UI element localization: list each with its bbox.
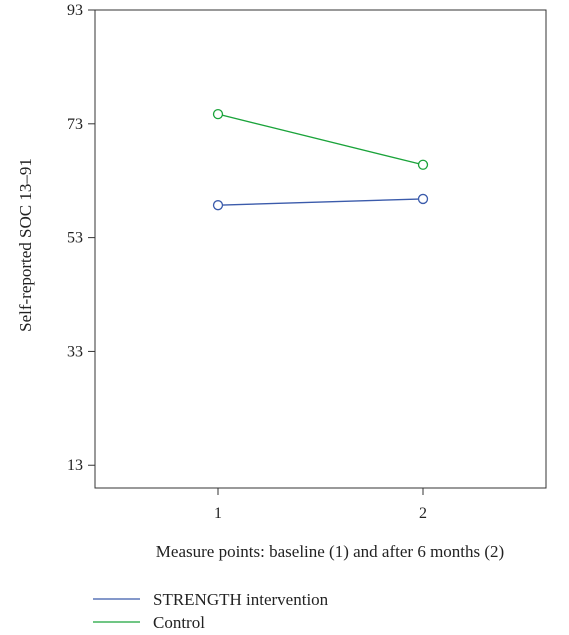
data-point-1-0 bbox=[212, 108, 224, 120]
y-axis-label: Self-reported SOC 13–91 bbox=[16, 158, 35, 332]
y-tick-label: 33 bbox=[67, 343, 83, 360]
series-line-1 bbox=[217, 113, 424, 166]
y-axis: 13 33 53 73 93 bbox=[67, 2, 95, 474]
series-layer bbox=[212, 108, 429, 211]
series-line-0 bbox=[217, 198, 424, 206]
x-axis-label: Measure points: baseline (1) and after 6… bbox=[156, 542, 504, 561]
x-tick-label: 1 bbox=[214, 505, 222, 522]
legend-label-0: STRENGTH intervention bbox=[153, 590, 329, 609]
data-point-1-1 bbox=[417, 159, 429, 170]
y-tick-label: 13 bbox=[67, 457, 83, 474]
y-tick-label: 93 bbox=[67, 2, 83, 19]
y-tick-label: 73 bbox=[67, 116, 83, 133]
data-point-0-1 bbox=[417, 193, 429, 205]
x-tick-label: 2 bbox=[419, 505, 427, 522]
plot-frame bbox=[94, 9, 547, 489]
legend-label-1: Control bbox=[153, 613, 205, 632]
data-point-0-0 bbox=[212, 200, 224, 211]
legend: STRENGTH intervention Control bbox=[93, 590, 329, 632]
y-tick-label: 53 bbox=[67, 230, 83, 247]
